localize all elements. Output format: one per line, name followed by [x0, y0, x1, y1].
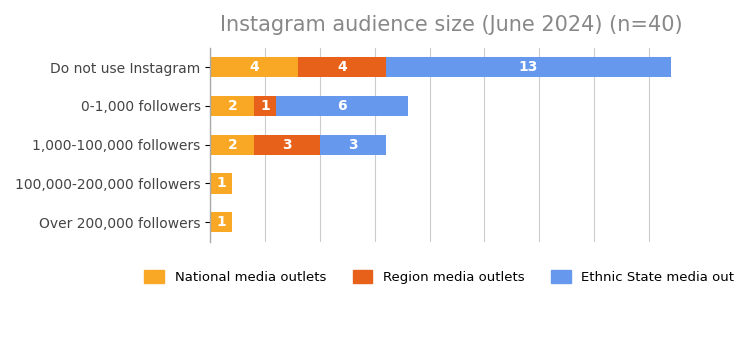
- Title: Instagram audience size (June 2024) (n=40): Instagram audience size (June 2024) (n=4…: [220, 15, 683, 35]
- Text: 6: 6: [337, 99, 347, 113]
- Bar: [254, 135, 320, 155]
- Text: 4: 4: [249, 60, 259, 74]
- Text: 13: 13: [518, 60, 538, 74]
- Text: 1: 1: [260, 99, 270, 113]
- Bar: [298, 57, 386, 77]
- Text: 2: 2: [227, 99, 237, 113]
- Text: 4: 4: [337, 60, 347, 74]
- Bar: [320, 135, 386, 155]
- Bar: [210, 135, 254, 155]
- Bar: [254, 96, 276, 116]
- Text: 3: 3: [282, 138, 292, 152]
- Text: 2: 2: [227, 138, 237, 152]
- Bar: [210, 173, 232, 193]
- Bar: [210, 57, 298, 77]
- Bar: [276, 96, 408, 116]
- Text: 3: 3: [348, 138, 358, 152]
- Bar: [210, 96, 254, 116]
- Bar: [386, 57, 670, 77]
- Text: 1: 1: [216, 176, 226, 191]
- Text: 1: 1: [216, 215, 226, 229]
- Bar: [210, 212, 232, 233]
- Legend: National media outlets, Region media outlets, Ethnic State media outlets: National media outlets, Region media out…: [139, 264, 735, 289]
